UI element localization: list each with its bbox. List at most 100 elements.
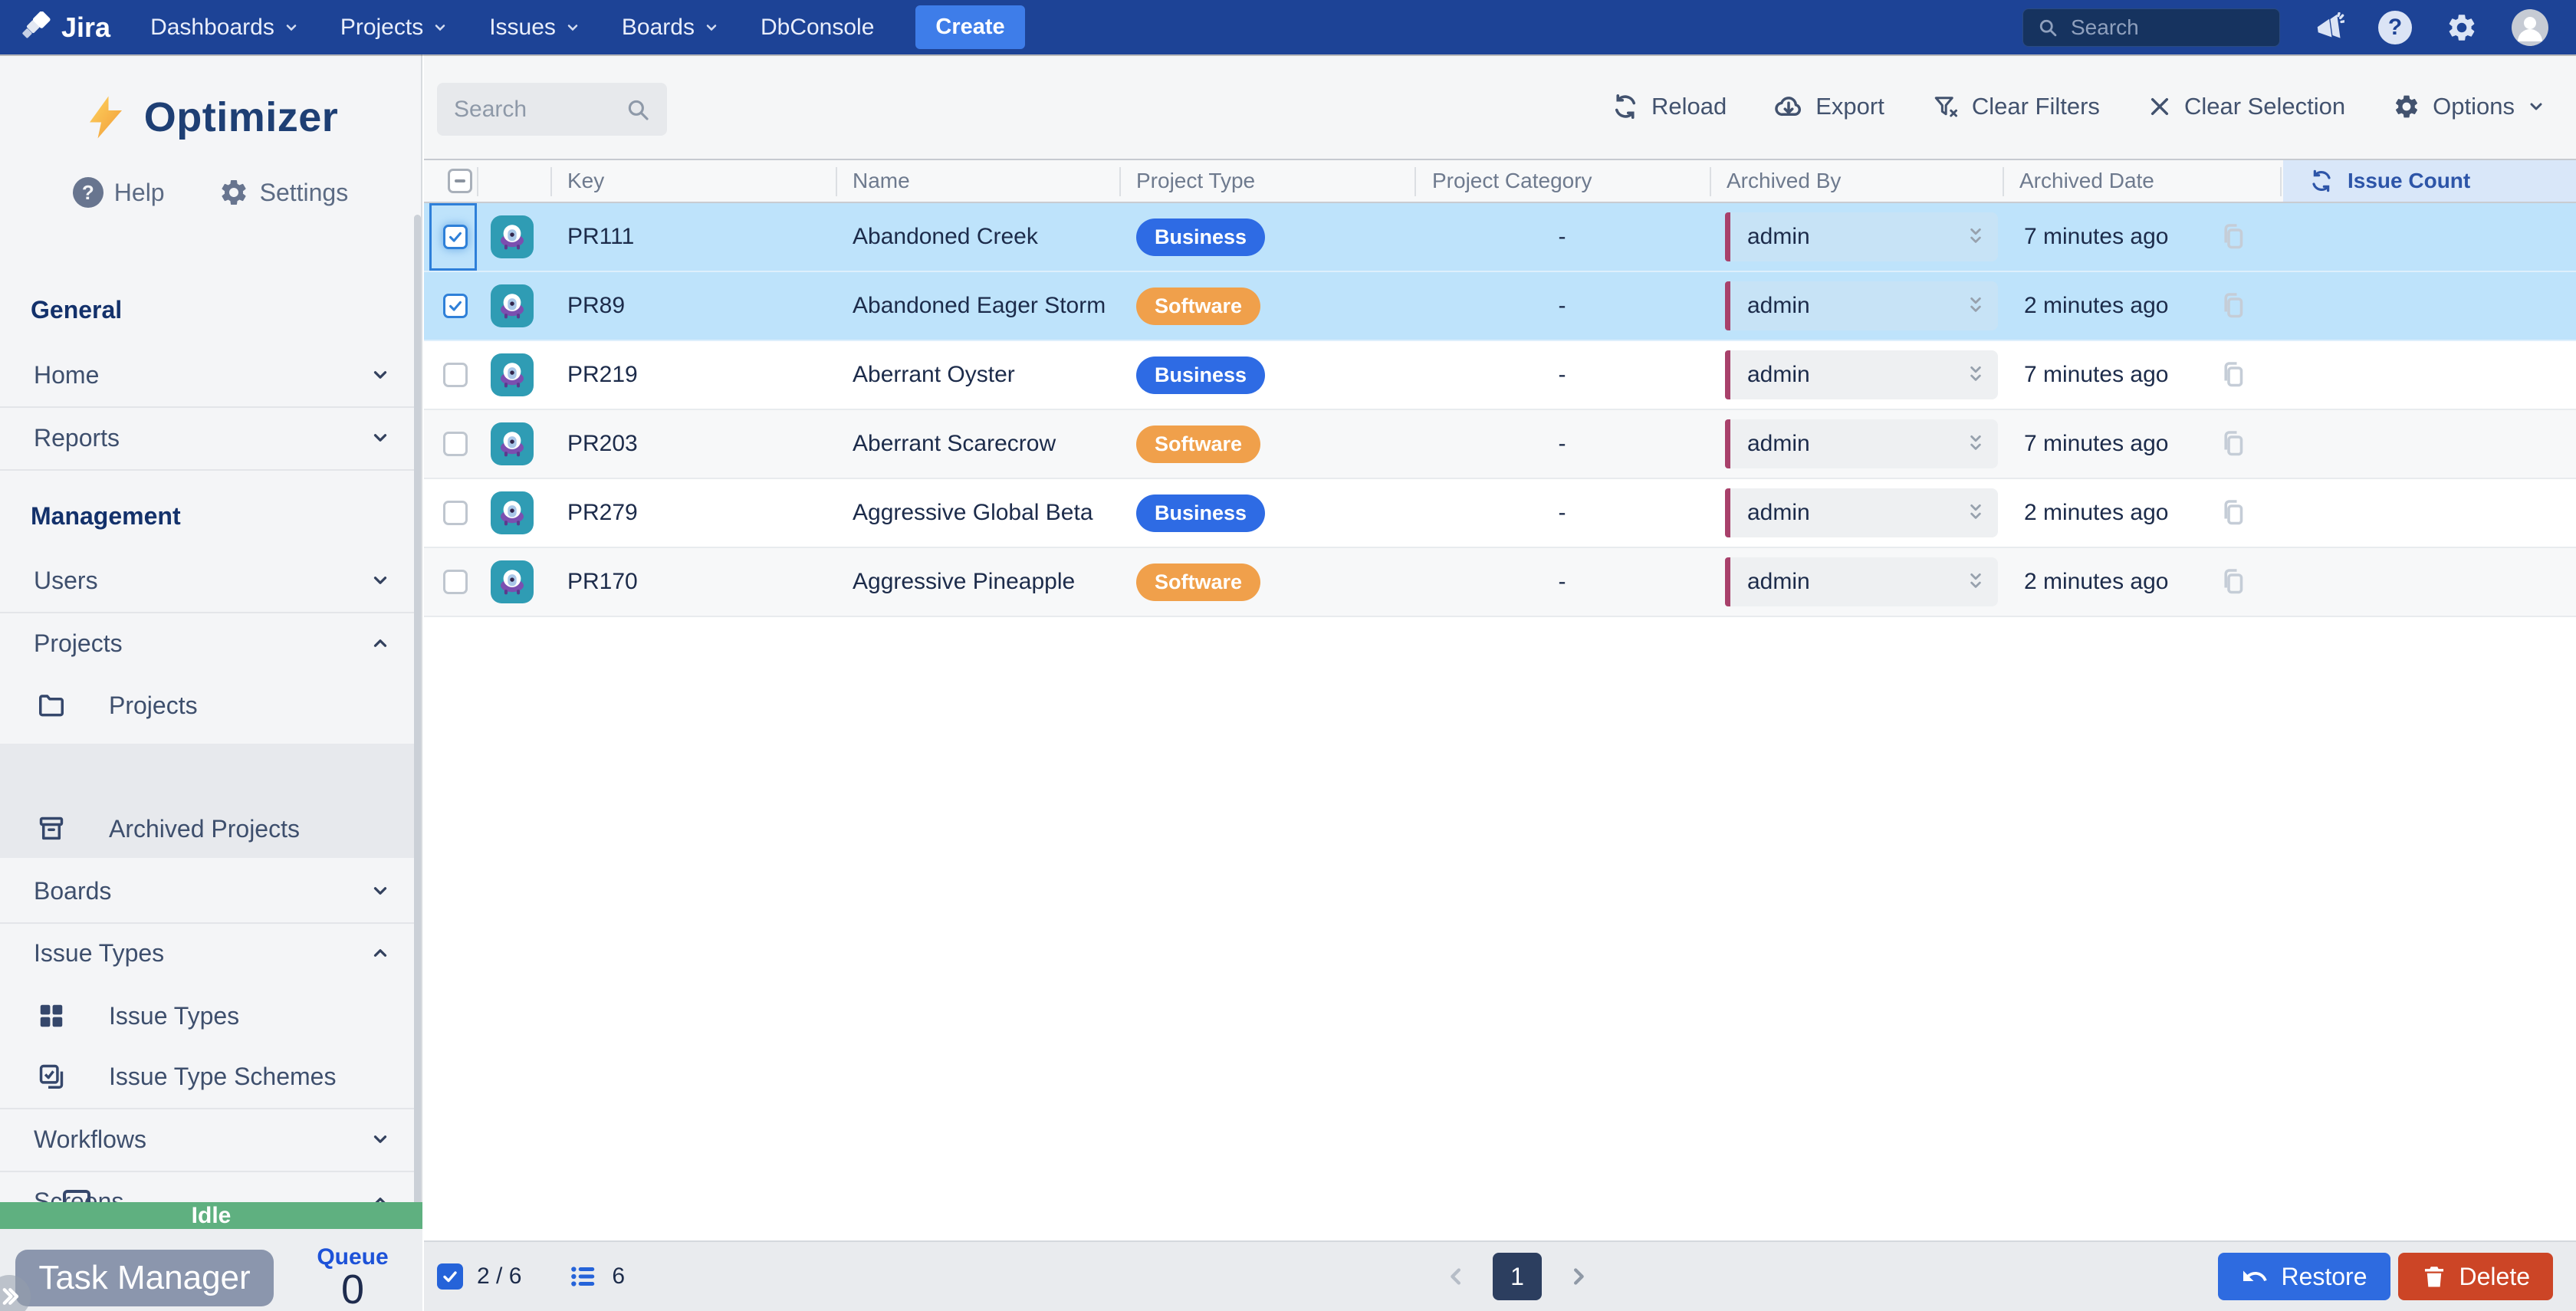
page-prev-icon[interactable] bbox=[1444, 1263, 1470, 1290]
copy-icon[interactable] bbox=[2210, 272, 2256, 340]
sidebar-scrollbar[interactable] bbox=[414, 215, 421, 1217]
task-manager-button[interactable]: Task Manager bbox=[15, 1250, 274, 1306]
undo-icon bbox=[2241, 1263, 2269, 1290]
search-input[interactable] bbox=[437, 83, 667, 136]
chevron-down-icon bbox=[565, 20, 580, 35]
archived-by-select[interactable]: admin bbox=[1725, 350, 1998, 399]
sidebar-item-projects-group[interactable]: Projects bbox=[0, 616, 421, 670]
export-icon bbox=[1774, 92, 1803, 121]
divider bbox=[0, 406, 421, 408]
create-button[interactable]: Create bbox=[915, 5, 1025, 49]
sidebar-item-issue-types-group[interactable]: Issue Types bbox=[0, 926, 421, 980]
copy-icon[interactable] bbox=[2210, 341, 2256, 409]
copy-icon[interactable] bbox=[2210, 548, 2256, 616]
page-next-icon[interactable] bbox=[1565, 1263, 1591, 1290]
project-category: - bbox=[1558, 362, 1566, 387]
table-row[interactable]: PR111 Abandoned Creek Business - admin 7… bbox=[424, 203, 2576, 272]
double-chevron-icon bbox=[1966, 432, 1986, 455]
project-key: PR111 bbox=[567, 224, 635, 249]
archived-by-select[interactable]: admin bbox=[1725, 281, 1998, 330]
nav-projects[interactable]: Projects bbox=[340, 15, 448, 41]
sidebar-item-issue-types[interactable]: Issue Types bbox=[0, 988, 421, 1043]
restore-button[interactable]: Restore bbox=[2218, 1253, 2390, 1300]
sidebar-item-workflows[interactable]: Workflows bbox=[0, 1112, 421, 1166]
archived-by-select[interactable]: admin bbox=[1725, 419, 1998, 468]
sidebar: Optimizer ? Help Settings General Home R… bbox=[0, 54, 422, 1311]
project-key: PR170 bbox=[567, 569, 638, 594]
gear-icon[interactable] bbox=[2446, 12, 2478, 44]
copy-icon[interactable] bbox=[2210, 410, 2256, 478]
project-category: - bbox=[1558, 500, 1566, 525]
archived-by-select[interactable]: admin bbox=[1725, 557, 1998, 606]
app-title: Optimizer bbox=[143, 94, 339, 140]
divider bbox=[0, 612, 421, 613]
project-key: PR219 bbox=[567, 362, 638, 387]
navbar-search-input[interactable]: Search bbox=[2022, 8, 2280, 47]
project-avatar-icon bbox=[491, 215, 534, 258]
clear-filters-icon bbox=[1932, 93, 1960, 120]
nav-dashboards[interactable]: Dashboards bbox=[150, 15, 299, 41]
jira-logo[interactable]: Jira bbox=[21, 11, 110, 44]
table-row[interactable]: PR203 Aberrant Scarecrow Software - admi… bbox=[424, 410, 2576, 479]
project-type-badge: Software bbox=[1136, 425, 1261, 463]
sidebar-settings-link[interactable]: Settings bbox=[219, 177, 348, 208]
row-checkbox[interactable] bbox=[443, 225, 468, 249]
export-button[interactable]: Export bbox=[1774, 92, 1884, 121]
row-checkbox[interactable] bbox=[443, 294, 468, 318]
row-checkbox[interactable] bbox=[443, 432, 468, 456]
nav-dbconsole[interactable]: DbConsole bbox=[760, 14, 875, 40]
help-icon[interactable]: ? bbox=[2378, 10, 2412, 44]
chevron-up-icon bbox=[370, 633, 390, 653]
clear-filters-button[interactable]: Clear Filters bbox=[1932, 93, 2100, 120]
double-chevron-icon bbox=[1966, 570, 1986, 593]
copy-icon[interactable] bbox=[2210, 479, 2256, 547]
pagination: 1 bbox=[1444, 1242, 1591, 1311]
options-button[interactable]: Options bbox=[2393, 93, 2545, 120]
archived-date: 2 minutes ago bbox=[2024, 569, 2169, 594]
select-all-checkbox[interactable] bbox=[448, 160, 472, 202]
sidebar-item-users[interactable]: Users bbox=[0, 554, 421, 607]
table-row[interactable]: PR219 Aberrant Oyster Business - admin 7… bbox=[424, 341, 2576, 410]
copy-icon[interactable] bbox=[2210, 203, 2256, 271]
sidebar-item-issue-type-schemes[interactable]: Issue Type Schemes bbox=[0, 1049, 421, 1104]
clear-selection-button[interactable]: Clear Selection bbox=[2147, 93, 2345, 120]
list-icon bbox=[569, 1262, 598, 1291]
user-avatar[interactable] bbox=[2512, 8, 2548, 46]
reload-button[interactable]: Reload bbox=[1612, 93, 1727, 120]
project-key: PR279 bbox=[567, 500, 638, 525]
sidebar-item-reports[interactable]: Reports bbox=[0, 411, 421, 465]
archived-date: 7 minutes ago bbox=[2024, 362, 2169, 387]
sidebar-item-home[interactable]: Home bbox=[0, 348, 421, 402]
delete-button[interactable]: Delete bbox=[2397, 1253, 2553, 1300]
project-avatar-icon bbox=[491, 491, 534, 534]
row-checkbox[interactable] bbox=[443, 501, 468, 525]
double-chevron-icon bbox=[1966, 363, 1986, 386]
project-type-badge: Business bbox=[1136, 218, 1266, 256]
nav-issues[interactable]: Issues bbox=[489, 15, 580, 41]
reload-icon bbox=[2309, 169, 2334, 193]
table-row[interactable]: PR89 Abandoned Eager Storm Software - ad… bbox=[424, 272, 2576, 341]
table-row[interactable]: PR170 Aggressive Pineapple Software - ad… bbox=[424, 548, 2576, 617]
sidebar-help-link[interactable]: ? Help bbox=[72, 177, 165, 208]
queue-count: 0 bbox=[340, 1267, 365, 1311]
search-icon bbox=[2037, 17, 2058, 38]
archived-by-select[interactable]: admin bbox=[1725, 488, 1998, 537]
megaphone-icon[interactable] bbox=[2314, 12, 2344, 43]
sidebar-item-archived-projects[interactable] bbox=[0, 744, 421, 802]
row-checkbox[interactable] bbox=[443, 363, 468, 387]
page-number[interactable]: 1 bbox=[1493, 1253, 1542, 1300]
sidebar-item-boards[interactable]: Boards bbox=[0, 864, 421, 918]
sidebar-item-archived-projects[interactable]: Archived Projects bbox=[0, 800, 421, 858]
archived-by-select[interactable]: admin bbox=[1725, 212, 1998, 261]
table-header: Key Name Project Type Project Category A… bbox=[424, 159, 2576, 203]
row-checkbox[interactable] bbox=[443, 570, 468, 594]
table-row[interactable]: PR279 Aggressive Global Beta Business - … bbox=[424, 479, 2576, 548]
double-chevron-icon bbox=[1966, 294, 1986, 317]
chevron-down-icon bbox=[432, 20, 448, 35]
divider bbox=[0, 469, 421, 471]
column-header-issue-count[interactable]: Issue Count bbox=[2283, 160, 2576, 202]
nav-boards[interactable]: Boards bbox=[622, 15, 719, 41]
sidebar-item-projects[interactable]: Projects bbox=[0, 678, 421, 733]
project-category: - bbox=[1558, 431, 1566, 456]
